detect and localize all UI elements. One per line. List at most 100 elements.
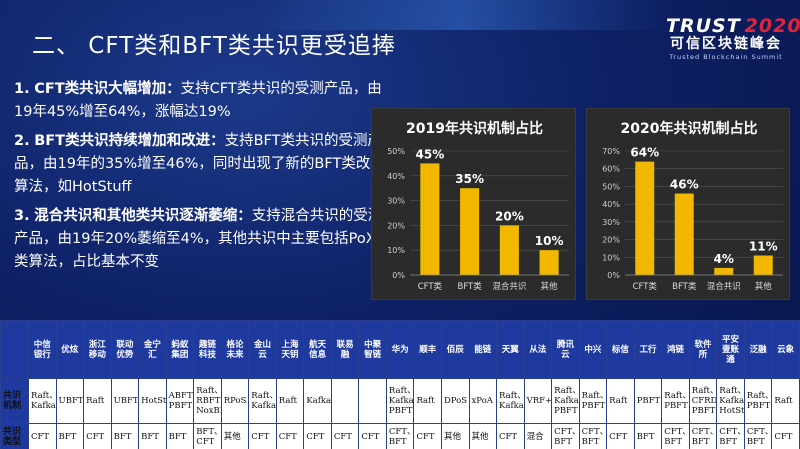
table-cell-mechanism: DPoS	[440, 378, 470, 424]
y-tick-label: 40%	[602, 200, 620, 209]
table-cell-type: BFT	[633, 423, 663, 449]
table-cell-type: CFT	[28, 423, 57, 449]
table-cell-type: CFT、BFT	[661, 423, 690, 449]
x-tick-label: BFT类	[672, 281, 697, 292]
y-tick-label: 50%	[602, 182, 620, 191]
data-label: 11%	[749, 240, 778, 254]
table-cell-mechanism: Raft	[606, 378, 635, 424]
table-col-header: 格论未来	[220, 320, 250, 379]
x-tick-label: 混合共识	[707, 281, 741, 292]
table-cell-mechanism: xPoA	[468, 378, 498, 424]
table-cell-mechanism: Raft、Kafka、PBFT	[385, 378, 415, 424]
table-col-header: 联易融	[330, 320, 360, 379]
logo-name: 可信区块链峰会	[670, 36, 782, 52]
row-header-type: 共识类型	[0, 423, 29, 449]
table-cell-mechanism: Raft、Kafka	[248, 378, 277, 424]
table-cell-type: CFT、BFT	[716, 423, 745, 449]
table-col-header: 金宁汇	[138, 320, 167, 379]
table-cell-type: CFT	[83, 423, 112, 449]
table-row-mechanism: 共识机制 Raft、KafkaUBFTRaftUBFTHotStuffABFT、…	[0, 378, 800, 424]
table-col-header: 泛融	[743, 320, 773, 379]
table-col-header: 腾讯云	[551, 320, 580, 379]
table-cell-type: BFT	[165, 423, 195, 449]
table-col-header: 航天信息	[303, 320, 332, 379]
y-tick-label: 50%	[387, 147, 405, 156]
table-cell-mechanism: Raft、Kafka、HotStuff	[716, 378, 745, 424]
table-col-header: 浙江移动	[83, 320, 112, 379]
table-row-type: 共识类型 CFT BFT CFT BFT BFT BFT BFT、CFT 其他 CFT CFT CF…	[0, 423, 800, 449]
logo-brand: TRUST 2020	[666, 15, 800, 37]
table-cell-mechanism: Raft、Kafka	[496, 378, 525, 424]
table-cell-mechanism: PBFT	[633, 378, 663, 424]
row-header-mechanism: 共识机制	[0, 378, 29, 424]
table-cell-type: BFT	[138, 423, 167, 449]
table-cell-type: BFT、CFT	[193, 423, 222, 449]
bar	[420, 163, 440, 275]
chart-2019-svg: 2019年共识机制占比 0% 10% 20% 30% 40% 50% 45% CFT类 35% BF…	[387, 120, 569, 292]
table-col-header: 金山云	[248, 320, 277, 379]
x-tick-label: CFT类	[418, 281, 443, 292]
y-tick-label: 20%	[387, 221, 405, 230]
y-tick-label: 40%	[387, 172, 405, 181]
x-tick-label: CFT类	[633, 281, 658, 292]
table-col-header: 平安壹账通	[716, 320, 745, 379]
table-cell-mechanism: Raft	[771, 378, 800, 424]
table-cell-mechanism: UBFT	[55, 378, 85, 424]
table-cell-type: CFT、BFT	[551, 423, 580, 449]
chart-2019: 2019年共识机制占比 0% 10% 20% 30% 40% 50% 45% CFT类 35% BF…	[371, 108, 576, 300]
table-col-header: 能链	[468, 320, 498, 379]
data-label: 4%	[714, 252, 734, 266]
table-cell-mechanism: Raft	[83, 378, 112, 424]
table-cell-mechanism: Raft、PBFT	[743, 378, 773, 424]
table-cell-mechanism: Raft、RBFT、NoxBFT	[193, 378, 222, 424]
table-cell-type: BFT	[110, 423, 140, 449]
data-label: 64%	[630, 146, 659, 160]
bar	[674, 193, 694, 275]
table-cell-type: CFT、BFT	[385, 423, 415, 449]
table-cell-type: CFT	[303, 423, 332, 449]
table-cell-mechanism: Raft、PBFT	[578, 378, 608, 424]
slide-title: 二、 CFT类和BFT类共识更受追捧	[32, 33, 396, 59]
table-cell-mechanism: Raft、Kafka、PBFT	[551, 378, 580, 424]
table-cell-mechanism: Raft、CFRD、PBFT	[688, 378, 718, 424]
table-col-header: 蚂蚁集团	[165, 320, 195, 379]
table-col-header: 顺丰	[413, 320, 442, 379]
x-tick-label: 混合共识	[492, 281, 526, 292]
data-label: 35%	[455, 172, 484, 186]
table-col-header: 华为	[385, 320, 415, 379]
table-col-header: 上海天钥	[275, 320, 305, 379]
y-tick-label: 70%	[602, 147, 620, 156]
vendor-consensus-table: 中信银行 优炫 浙江移动 联动优势 金宁汇 蚂蚁集团 趣链科技 格论未来 金山云 上海天钥 航天信息…	[0, 320, 800, 449]
table-cell-mechanism: Raft、PBFT	[661, 378, 690, 424]
y-tick-label: 60%	[602, 165, 620, 174]
bar	[539, 250, 559, 275]
table-cell-type: CFT	[771, 423, 800, 449]
chart-2020: 2020年共识机制占比 0% 10% 20% 30% 40% 50% 60% 70% 64% CFT…	[586, 108, 790, 300]
table-col-header: 趣链科技	[193, 320, 222, 379]
chart-title: 2019年共识机制占比	[406, 120, 543, 137]
data-label: 46%	[670, 178, 699, 192]
table-cell-mechanism: Raft	[413, 378, 442, 424]
table-col-header: 佰辰	[440, 320, 470, 379]
table-cell-type: CFT	[496, 423, 525, 449]
table-cell-mechanism: Raft	[275, 378, 305, 424]
header-glow	[250, 0, 670, 30]
bar	[635, 161, 655, 275]
y-tick-label: 10%	[602, 253, 620, 262]
logo-subtitle: Trusted Blockchain Summit	[669, 53, 783, 61]
table-cell-type: BFT	[55, 423, 85, 449]
bar	[714, 267, 734, 275]
table-cell-type: CFT、BFT	[578, 423, 608, 449]
table-col-header: 标信	[606, 320, 635, 379]
table-cell-type: CFT	[248, 423, 277, 449]
table-corner-cell	[0, 320, 29, 379]
table-col-header: 从法	[523, 320, 553, 379]
x-tick-label: BFT类	[457, 281, 482, 292]
table-col-header: 优炫	[55, 320, 85, 379]
table-cell-type: CFT、BFT	[743, 423, 773, 449]
table-cell-type: CFT	[358, 423, 387, 449]
table-col-header: 鸿链	[661, 320, 690, 379]
data-label: 20%	[495, 209, 524, 223]
y-tick-label: 0%	[607, 271, 620, 280]
table-cell-mechanism: Raft、Kafka	[28, 378, 57, 424]
